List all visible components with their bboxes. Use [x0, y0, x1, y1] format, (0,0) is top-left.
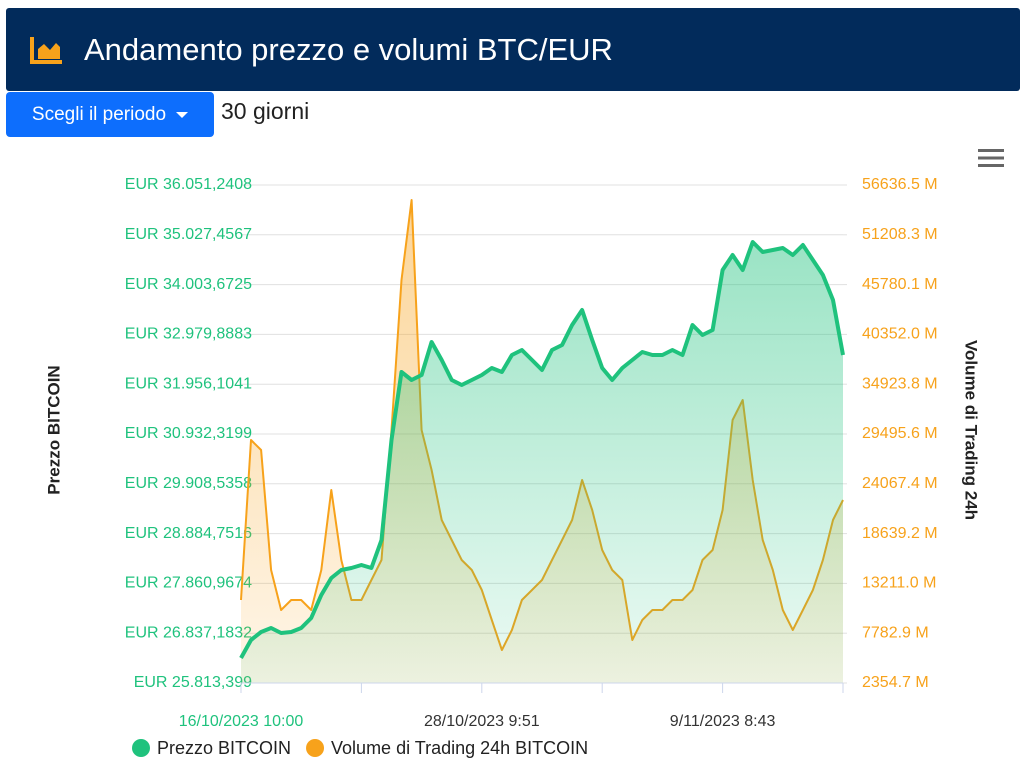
period-label: 30 giorni [221, 98, 310, 124]
y2-tick-label: 7782.9 M [862, 624, 929, 641]
y2-tick-label: 51208.3 M [862, 226, 938, 243]
x-tick-label: 9/11/2023 8:43 [670, 713, 776, 730]
series-area [241, 242, 843, 683]
y-tick-label: EUR 27.860,9674 [125, 575, 252, 592]
button-label: Scegli il periodo [31, 103, 167, 125]
y-tick-label: EUR 34.003,6725 [125, 276, 252, 293]
header-title: Andamento prezzo e volumi BTC/EUR [84, 31, 613, 67]
legend-marker [132, 739, 150, 757]
y-tick-label: EUR 32.979,8883 [125, 326, 252, 343]
series-line [239, 240, 845, 659]
legend-label: Volume di Trading 24h BITCOIN [331, 738, 588, 758]
y-axis-title: Prezzo BITCOIN [44, 365, 63, 494]
caret [176, 111, 189, 118]
y-tick-label: EUR 31.956,1041 [125, 375, 252, 392]
legend-marker [306, 739, 325, 757]
legend-label: Prezzo BITCOIN [157, 738, 291, 758]
y-tick-label: EUR 29.908,5358 [125, 475, 252, 492]
y2-axis-title: Volume di Trading 24h [962, 340, 981, 520]
chart-icon [30, 36, 62, 64]
y2-tick-label: 56636.5 M [862, 176, 938, 193]
period-button[interactable]: Scegli il periodo [6, 92, 214, 137]
header: Andamento prezzo e volumi BTC/EUR [6, 8, 1020, 91]
y2-tick-label: 24067.4 M [862, 475, 938, 492]
y-tick-label: EUR 25.813,399 [134, 674, 252, 691]
y2-tick-label: 18639.2 M [862, 525, 938, 542]
y2-tick-label: 34923.8 M [862, 375, 938, 392]
y-tick-label: EUR 35.027,4567 [125, 226, 252, 243]
y2-tick-label: 45780.1 M [862, 276, 938, 293]
y-tick-label: EUR 30.932,3199 [125, 425, 252, 442]
y2-tick-label: 13211.0 M [862, 575, 936, 592]
y-tick-label: EUR 28.884,7516 [125, 525, 252, 542]
menu-icon[interactable] [978, 148, 1004, 168]
y2-tick-label: 40352.0 M [862, 326, 938, 343]
x-tick-label: 28/10/2023 9:51 [424, 713, 540, 730]
y2-tick-label: 29495.6 M [862, 425, 938, 442]
x-tick-label: 16/10/2023 10:00 [179, 713, 304, 730]
y-tick-label: EUR 26.837,1832 [125, 624, 252, 641]
y-tick-label: EUR 36.051,2408 [125, 176, 252, 193]
y2-tick-label: 2354.7 M [862, 674, 929, 691]
